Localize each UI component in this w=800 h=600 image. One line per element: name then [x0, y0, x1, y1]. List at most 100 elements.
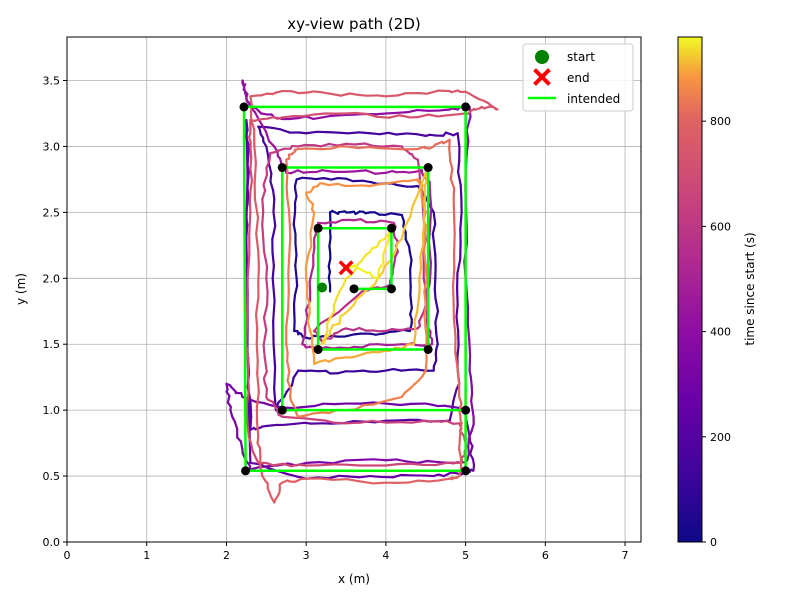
- trajectory-segment: [408, 250, 413, 262]
- trajectory-segment: [287, 254, 291, 275]
- trajectory-segment: [355, 293, 364, 301]
- trajectory-segment: [249, 466, 261, 471]
- trajectory-segment: [255, 232, 260, 254]
- trajectory-segment: [336, 182, 346, 188]
- trajectory-segment: [253, 145, 257, 164]
- end-marker: [338, 260, 354, 276]
- trajectory-segment: [458, 429, 462, 442]
- trajectory-segment: [423, 204, 427, 214]
- trajectory-segment: [304, 254, 310, 269]
- trajectory-segment: [285, 384, 294, 393]
- trajectory-segment: [284, 472, 299, 478]
- trajectory-segment: [319, 477, 334, 481]
- trajectory-segment: [327, 357, 337, 363]
- trajectory-segment: [297, 91, 308, 95]
- trajectory-segment: [336, 370, 347, 375]
- trajectory-segment: [352, 369, 365, 373]
- trajectory-segment: [395, 458, 409, 463]
- trajectory-segment: [245, 118, 249, 177]
- trajectory-segment: [322, 332, 328, 343]
- trajectory-segment: [297, 147, 307, 151]
- trajectory-segment: [394, 111, 410, 115]
- trajectory-segment: [351, 354, 362, 359]
- start-marker: [317, 282, 328, 293]
- trajectory-segment: [381, 244, 388, 257]
- x-axis-label: x (m): [338, 572, 370, 586]
- trajectory-segment: [373, 219, 382, 224]
- trajectory-segment: [428, 184, 432, 198]
- trajectory-segment: [417, 479, 430, 483]
- trajectory-segment: [281, 114, 296, 119]
- trajectory-segment: [359, 253, 368, 263]
- trajectory-segment: [303, 421, 313, 425]
- trajectory-segment: [327, 257, 332, 268]
- trajectory-segment: [338, 315, 342, 325]
- trajectory-segment: [265, 166, 269, 176]
- trajectory-segment: [330, 145, 341, 150]
- trajectory-segment: [376, 343, 389, 347]
- trajectory-segment: [384, 458, 398, 462]
- trajectory-segment: [285, 158, 289, 174]
- trajectory-segment: [392, 343, 403, 346]
- trajectory-segment: [262, 173, 269, 187]
- trajectory-segment: [294, 242, 298, 257]
- legend-intended-label: intended: [567, 92, 620, 106]
- trajectory-segment: [359, 401, 375, 405]
- trajectory-segment: [229, 409, 234, 418]
- trajectory-segment: [249, 399, 253, 418]
- trajectory-segment: [419, 255, 423, 269]
- trajectory-segment: [345, 463, 361, 467]
- legend-box: [522, 43, 634, 112]
- trajectory-segment: [319, 142, 331, 148]
- trajectory-segment: [372, 458, 387, 462]
- trajectory-segment: [249, 155, 253, 170]
- y-axis-label: y (m): [14, 273, 28, 305]
- trajectory-segment: [262, 316, 268, 332]
- trajectory-segment: [362, 369, 371, 373]
- trajectory-segment: [282, 462, 293, 468]
- trajectory-segment: [292, 416, 306, 420]
- trajectory-segment: [328, 92, 342, 97]
- trajectory-segment: [354, 290, 364, 299]
- trajectory-segment: [465, 140, 470, 154]
- trajectory-segment: [272, 342, 277, 369]
- trajectory-segment: [288, 117, 300, 121]
- trajectory-segment: [467, 429, 473, 440]
- colorbar-tick-label: 800: [710, 115, 731, 128]
- legend-end-marker: [533, 68, 551, 86]
- trajectory-segment: [248, 199, 252, 214]
- trajectory-segment: [301, 176, 311, 180]
- trajectory-segment: [415, 133, 427, 137]
- trajectory-segment: [490, 104, 499, 111]
- trajectory-segment: [425, 89, 440, 95]
- trajectory-segment: [305, 277, 309, 288]
- trajectory-segment: [375, 369, 387, 373]
- trajectory-segment: [328, 310, 336, 319]
- trajectory-segment: [467, 445, 470, 456]
- trajectory-segment: [377, 261, 385, 271]
- trajectory-segment: [293, 178, 298, 188]
- trajectory-segment: [395, 418, 410, 422]
- trajectory-segment: [289, 169, 299, 175]
- x-tick-label: 1: [143, 549, 150, 562]
- trajectory-segment: [374, 112, 387, 116]
- trajectory-segment: [306, 295, 311, 305]
- waypoint: [313, 344, 323, 354]
- trajectory-segment: [449, 177, 456, 190]
- trajectory-segment: [352, 218, 362, 222]
- trajectory-segment: [271, 224, 277, 241]
- trajectory-segment: [312, 246, 316, 257]
- x-tick-label: 7: [622, 549, 629, 562]
- trajectory-segment: [333, 402, 348, 406]
- trajectory-segment: [328, 236, 332, 248]
- trajectory-segment: [296, 463, 308, 467]
- trajectory-segment: [246, 254, 251, 280]
- trajectory-segment: [321, 147, 333, 151]
- trajectory-segment: [286, 370, 291, 382]
- trajectory-segment: [451, 267, 456, 287]
- trajectory-segment: [344, 327, 355, 332]
- trajectory-segment: [304, 115, 315, 121]
- trajectory-segment: [254, 296, 260, 316]
- trajectory: [225, 79, 499, 504]
- trajectory-segment: [404, 238, 411, 248]
